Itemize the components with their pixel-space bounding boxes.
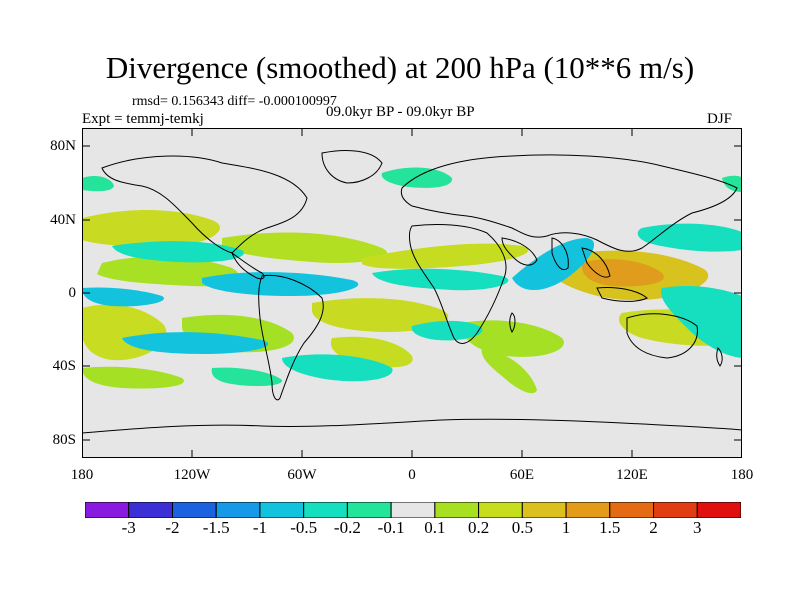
colorbar-label: 0.2 — [467, 518, 490, 537]
y-tick-80s: 80S — [52, 432, 76, 448]
colorbar-swatch — [609, 502, 655, 518]
colorbar-label: 3 — [693, 518, 702, 537]
y-tick-40s: 40S — [52, 358, 76, 374]
colorbar-swatch — [653, 502, 698, 518]
colorbar-swatch — [259, 502, 305, 518]
colorbar-label: -3 — [121, 518, 136, 537]
colorbar-swatch — [390, 502, 436, 518]
colorbar-swatch — [346, 502, 392, 518]
colorbar-swatch — [434, 502, 480, 518]
colorbar-swatch — [696, 502, 741, 518]
x-tick-120w: 120W — [173, 467, 211, 483]
colorbar-swatch — [521, 502, 567, 518]
x-tick-60e: 60E — [509, 467, 535, 483]
colorbar-label: -0.1 — [377, 518, 405, 537]
divergence-map — [82, 128, 742, 458]
colorbar-swatch — [565, 502, 611, 518]
colorbar-label: -0.5 — [290, 518, 318, 537]
colorbar-swatch — [128, 502, 173, 518]
coastlines — [82, 149, 742, 434]
colorbar-label: -1.5 — [202, 518, 230, 537]
colorbar-label: 2 — [649, 518, 658, 537]
colorbar-label: -1 — [252, 518, 267, 537]
y-tick-80n: 80N — [50, 138, 76, 154]
x-tick-180w: 180 — [70, 467, 94, 483]
colorbar-swatch — [171, 502, 217, 518]
x-tick-180e: 180 — [730, 467, 754, 483]
colorbar-label: 0.5 — [511, 518, 533, 537]
colorbar-label: 0.1 — [424, 518, 446, 537]
colorbar-swatch — [215, 502, 261, 518]
colorbar — [85, 502, 741, 518]
x-tick-60w: 60W — [287, 467, 317, 483]
field-layer — [82, 167, 742, 394]
colorbar-label: 1.5 — [599, 518, 621, 537]
y-tick-0: 0 — [68, 285, 77, 301]
colorbar-label: -0.2 — [333, 518, 361, 537]
experiment-label: Expt = temmj-temkj — [82, 111, 204, 127]
y-tick-40n: 40N — [50, 212, 76, 228]
x-tick-0: 0 — [408, 467, 416, 483]
colorbar-swatch — [478, 502, 523, 518]
season-label: DJF — [707, 111, 733, 127]
axis-ticks — [82, 128, 742, 458]
colorbar-swatch — [85, 502, 130, 518]
colorbar-swatch — [303, 502, 348, 518]
x-tick-120e: 120E — [616, 467, 648, 483]
stats-line: rmsd= 0.156343 diff= -0.000100997 — [132, 94, 337, 109]
plot-title: Divergence (smoothed) at 200 hPa (10**6 … — [105, 50, 695, 85]
colorbar-label: 1 — [561, 518, 571, 537]
colorbar-label: -2 — [165, 518, 180, 537]
period-label: 09.0kyr BP - 09.0kyr BP — [326, 104, 475, 120]
